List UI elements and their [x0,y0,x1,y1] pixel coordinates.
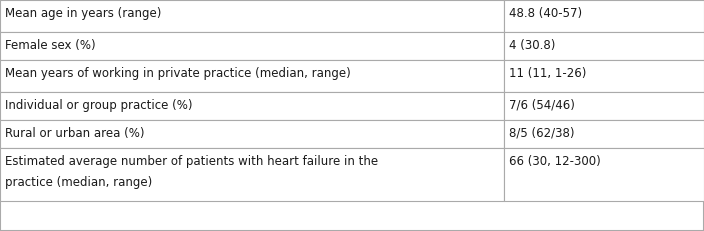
Text: 4 (30.8): 4 (30.8) [509,39,555,52]
Text: Individual or group practice (%): Individual or group practice (%) [5,99,192,112]
Text: Estimated average number of patients with heart failure in the
practice (median,: Estimated average number of patients wit… [5,155,378,189]
Bar [0,0,504,32]
Text: 48.8 (40-57): 48.8 (40-57) [509,7,582,20]
Text: 66 (30, 12-300): 66 (30, 12-300) [509,155,601,168]
Text: 8/5 (62/38): 8/5 (62/38) [509,127,574,140]
Bar [504,32,704,60]
Text: Female sex (%): Female sex (%) [5,39,96,52]
Bar [504,120,704,148]
Bar [0,148,504,201]
Text: Rural or urban area (%): Rural or urban area (%) [5,127,144,140]
Text: Mean age in years (range): Mean age in years (range) [5,7,161,20]
Bar [0,32,504,60]
Bar [504,60,704,92]
Bar [0,60,504,92]
Text: 11 (11, 1-26): 11 (11, 1-26) [509,67,586,80]
Bar [504,0,704,32]
Bar [504,92,704,120]
Text: 7/6 (54/46): 7/6 (54/46) [509,99,575,112]
Bar [0,92,504,120]
Bar [504,148,704,201]
Text: Mean years of working in private practice (median, range): Mean years of working in private practic… [5,67,351,80]
Bar [0,120,504,148]
